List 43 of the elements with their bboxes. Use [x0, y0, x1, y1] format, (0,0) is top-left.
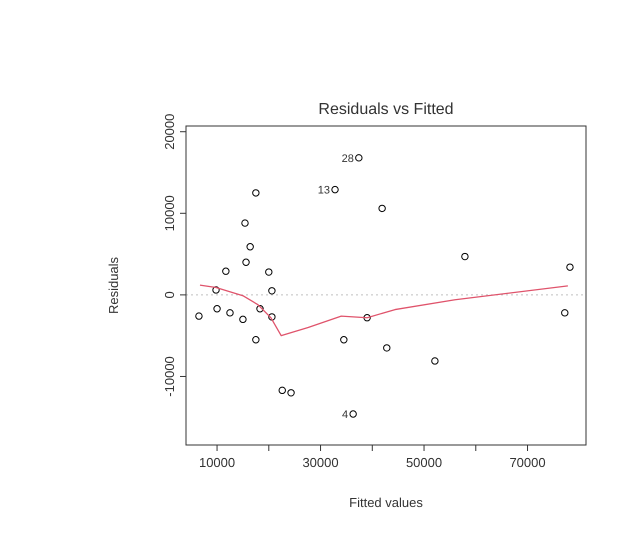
x-tick-label: 10000 — [198, 455, 236, 470]
y-tick-label: -10000 — [162, 356, 177, 397]
point — [383, 344, 390, 352]
x-axis-title: Fitted values — [349, 495, 424, 510]
annotation: 13 — [318, 184, 330, 197]
y-tick-label: 20000 — [162, 114, 177, 150]
point — [252, 189, 260, 197]
point — [256, 305, 264, 312]
point — [246, 243, 254, 250]
point — [195, 312, 203, 320]
point — [331, 186, 339, 194]
chart-title: Residuals vs Fitted — [318, 101, 454, 118]
line-series — [199, 284, 569, 336]
point — [226, 309, 234, 317]
point — [268, 287, 276, 295]
point — [213, 305, 221, 312]
point — [340, 336, 348, 344]
point — [363, 314, 371, 322]
y-tick-label: 10000 — [162, 195, 177, 232]
point — [355, 154, 363, 162]
x-tick-label: 50000 — [406, 455, 442, 470]
x-tick-label: 30000 — [302, 455, 339, 470]
point — [239, 316, 247, 324]
x-tick-label: 70000 — [509, 455, 546, 470]
point — [431, 357, 439, 365]
annotation: 4 — [342, 408, 348, 421]
point — [265, 268, 272, 276]
point — [241, 219, 249, 227]
point — [287, 389, 295, 396]
point — [268, 313, 276, 321]
point — [378, 204, 386, 212]
point — [222, 268, 230, 275]
point — [561, 309, 568, 317]
point — [242, 258, 250, 266]
annotation: 28 — [342, 152, 354, 165]
y-axis-title: Residuals — [106, 256, 121, 314]
point — [278, 386, 286, 394]
point — [212, 286, 220, 294]
point — [566, 263, 574, 271]
point — [461, 252, 469, 260]
point — [349, 410, 357, 418]
y-tick-label: 0 — [162, 291, 177, 298]
point — [252, 336, 260, 344]
